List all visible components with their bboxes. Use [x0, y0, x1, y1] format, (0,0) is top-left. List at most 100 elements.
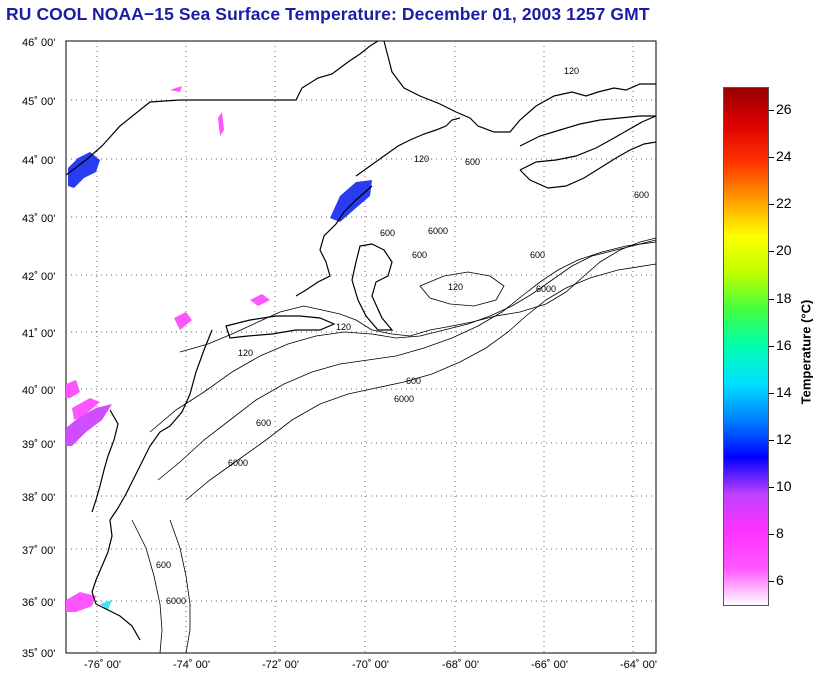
sst-patch-ny: [174, 312, 192, 330]
nj-coast: [159, 329, 213, 433]
contour-6000-south: [169, 519, 191, 654]
colorbar-tickmark: [769, 110, 774, 111]
contour-label: 120: [448, 282, 463, 292]
contour-label: 6000: [394, 394, 414, 404]
colorbar-tick: 16: [776, 337, 792, 353]
contour-label: 600: [634, 190, 649, 200]
contour-label: 600: [256, 418, 271, 428]
grid: [66, 41, 656, 653]
contour-600-south: [131, 519, 163, 654]
maine-coast: [383, 40, 656, 133]
colorbar-tick: 24: [776, 148, 792, 164]
contour-label: 600: [406, 376, 421, 386]
contour-label: 120: [336, 322, 351, 332]
latitude-labels: 46˚ 00' 45˚ 00' 44˚ 00' 43˚ 00' 42˚ 00' …: [22, 37, 55, 660]
sst-patch-chesapeake-2: [72, 398, 100, 420]
colorbar-tickmark: [769, 440, 774, 441]
longitude-labels: -76˚ 00' -74˚ 00' -72˚ 00' -70˚ 00' -68˚…: [84, 659, 657, 671]
colorbar-tick: 6: [776, 572, 784, 588]
colorbar-tick: 12: [776, 431, 792, 447]
contour-label: 6000: [228, 458, 248, 468]
contour-label: 600: [530, 250, 545, 260]
lat-label: 42˚ 00': [22, 271, 55, 283]
lat-label: 45˚ 00': [22, 96, 55, 108]
colorbar-label: Temperature (°C): [798, 299, 814, 405]
contour-label: 120: [414, 154, 429, 164]
contour-labels: 120 120 600 600 600 6000 120 120 600 600…: [156, 66, 649, 606]
us-canada-border: [65, 40, 379, 176]
sst-patch-nc: [66, 592, 96, 612]
sst-patches: [66, 86, 372, 612]
contour-label: 6000: [428, 226, 448, 236]
contour-label: 6000: [166, 596, 186, 606]
lon-label: -66˚ 00': [531, 659, 568, 671]
lon-label: -64˚ 00': [620, 659, 657, 671]
colorbar-tick: 8: [776, 525, 784, 541]
contour-label: 600: [412, 250, 427, 260]
sst-patch-gulf-of-maine: [330, 180, 372, 222]
sst-patch-ny-2: [250, 294, 270, 306]
lat-label: 46˚ 00': [22, 37, 55, 49]
sst-patch-chesapeake: [66, 404, 112, 446]
contour-120: [179, 237, 657, 353]
coastlines: [65, 40, 657, 641]
sst-patch-sound: [100, 600, 112, 610]
contour-label: 120: [238, 348, 253, 358]
colorbar-tickmark: [769, 251, 774, 252]
lon-label: -76˚ 00': [84, 659, 121, 671]
map-frame: [65, 40, 657, 654]
lat-label: 43˚ 00': [22, 213, 55, 225]
lat-label: 35˚ 00': [22, 648, 55, 660]
long-island: [225, 315, 336, 339]
sst-patch-lake: [218, 112, 224, 136]
lat-label: 39˚ 00': [22, 439, 55, 451]
lat-label: 44˚ 00': [22, 155, 55, 167]
georges-bank: [419, 271, 505, 307]
contour-6000-b: [185, 263, 657, 501]
colorbar-tick: 26: [776, 101, 792, 117]
colorbar-tick: 22: [776, 195, 792, 211]
sst-patch-lake-ontario: [68, 152, 100, 188]
lon-label: -74˚ 00': [173, 659, 210, 671]
colorbar-tick: 18: [776, 290, 792, 306]
colorbar-tickmark: [769, 534, 774, 535]
pei: [519, 115, 656, 147]
colorbar-tickmark: [769, 581, 774, 582]
new-england-coast: [295, 117, 461, 297]
cape-cod: [351, 243, 394, 331]
colorbar-tick: 20: [776, 242, 792, 258]
lon-label: -70˚ 00': [352, 659, 389, 671]
contour-label: 600: [380, 228, 395, 238]
lon-label: -68˚ 00': [442, 659, 479, 671]
contours: [131, 237, 657, 654]
contour-600: [149, 239, 657, 433]
sst-patch-erie: [170, 86, 182, 92]
delmarva: [109, 431, 161, 521]
colorbar-tickmark: [769, 299, 774, 300]
map-title: RU COOL NOAA−15 Sea Surface Temperature:…: [6, 4, 650, 24]
nova-scotia: [519, 115, 657, 189]
colorbar-tick: 10: [776, 478, 792, 494]
colorbar-tickmark: [769, 204, 774, 205]
contour-label: 120: [564, 66, 579, 76]
lat-label: 36˚ 00': [22, 597, 55, 609]
lat-label: 37˚ 00': [22, 545, 55, 557]
colorbar-tickmark: [769, 157, 774, 158]
contour-label: 600: [465, 157, 480, 167]
lon-label: -72˚ 00': [262, 659, 299, 671]
chesapeake-bay: [91, 409, 119, 513]
virginia-coast: [91, 519, 141, 641]
lat-label: 41˚ 00': [22, 328, 55, 340]
lat-label: 38˚ 00': [22, 492, 55, 504]
contour-6000: [157, 241, 657, 481]
contour-label: 600: [156, 560, 171, 570]
temperature-colorbar: [723, 87, 769, 606]
colorbar-tickmark: [769, 393, 774, 394]
colorbar-tick: 14: [776, 384, 792, 400]
sst-patch-dc: [66, 380, 80, 398]
contour-label: 6000: [536, 284, 556, 294]
colorbar-tickmark: [769, 487, 774, 488]
colorbar-tickmark: [769, 346, 774, 347]
lat-label: 40˚ 00': [22, 385, 55, 397]
